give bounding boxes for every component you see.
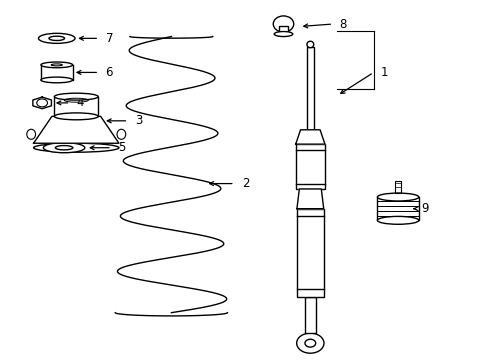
Ellipse shape (273, 16, 293, 32)
Text: 9: 9 (420, 202, 427, 215)
Text: 3: 3 (135, 114, 142, 127)
Text: 8: 8 (339, 18, 346, 31)
Polygon shape (33, 97, 51, 109)
Text: 7: 7 (105, 32, 113, 45)
Bar (377, 197, 418, 220)
Ellipse shape (54, 93, 98, 100)
Text: 1: 1 (380, 66, 388, 79)
Circle shape (305, 339, 315, 347)
Ellipse shape (117, 129, 125, 139)
Circle shape (296, 333, 324, 353)
Ellipse shape (377, 216, 418, 224)
Ellipse shape (51, 64, 62, 66)
Ellipse shape (41, 62, 73, 68)
Ellipse shape (55, 145, 73, 150)
Ellipse shape (306, 41, 313, 48)
Text: 2: 2 (242, 177, 249, 190)
Polygon shape (295, 130, 325, 144)
Bar (306, 47, 313, 130)
Text: 5: 5 (118, 141, 125, 154)
Bar (278, 26, 288, 34)
Ellipse shape (27, 129, 36, 139)
Text: 6: 6 (105, 66, 113, 79)
Polygon shape (296, 189, 323, 209)
Ellipse shape (39, 33, 75, 43)
Text: 4: 4 (76, 96, 83, 109)
Bar (305, 297, 315, 333)
Polygon shape (34, 116, 119, 143)
Ellipse shape (274, 32, 292, 37)
Ellipse shape (41, 77, 73, 83)
Ellipse shape (43, 143, 84, 153)
Bar (295, 144, 325, 189)
Ellipse shape (54, 113, 98, 120)
Ellipse shape (377, 193, 418, 201)
Ellipse shape (34, 143, 119, 152)
Bar (394, 180, 400, 193)
Ellipse shape (49, 36, 64, 41)
Bar (296, 209, 323, 297)
